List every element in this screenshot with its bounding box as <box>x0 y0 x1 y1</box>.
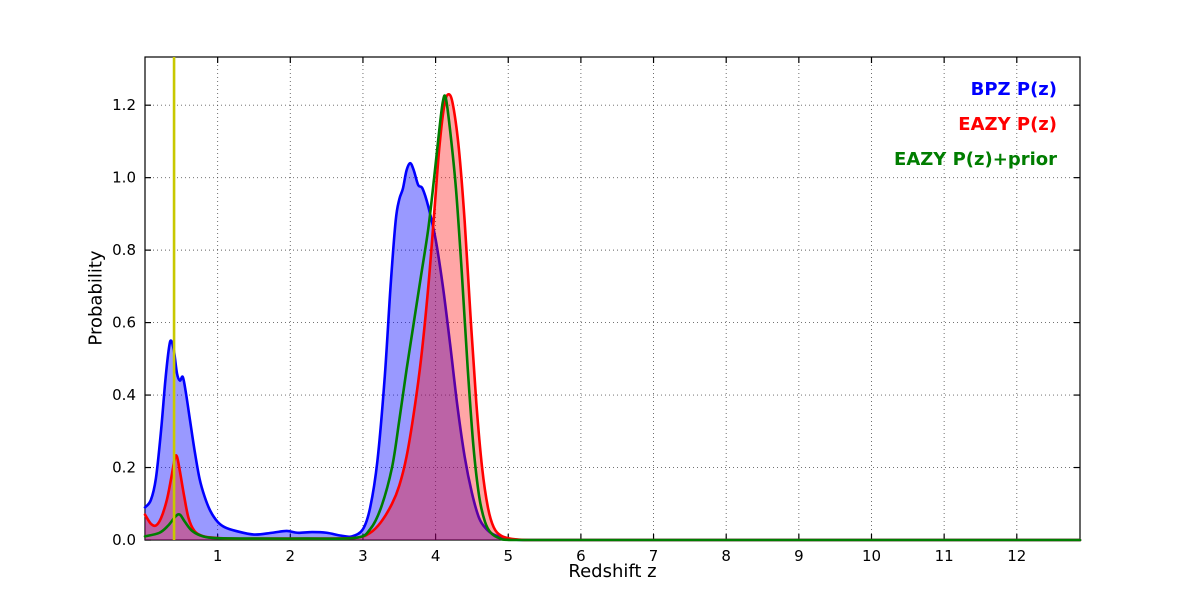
x-tick-label: 6 <box>576 547 586 565</box>
x-tick-label: 10 <box>862 547 881 565</box>
y-tick-label: 1.0 <box>112 169 136 187</box>
x-axis-label: Redshift z <box>568 561 657 582</box>
y-tick-label: 0.6 <box>112 314 136 332</box>
y-tick-label: 0.0 <box>112 531 136 549</box>
x-tick-label: 2 <box>286 547 296 565</box>
legend-item-eazy: EAZY P(z) <box>958 114 1057 135</box>
y-axis-label: Probability <box>85 250 107 346</box>
y-tick-label: 0.4 <box>112 386 136 404</box>
x-tick-label: 1 <box>213 547 223 565</box>
legend: BPZ P(z) EAZY P(z) EAZY P(z)+prior <box>894 72 1057 177</box>
x-tick-label: 9 <box>794 547 804 565</box>
eazy-curve <box>143 93 1082 542</box>
x-tick-label: 7 <box>649 547 659 565</box>
legend-item-bpz: BPZ P(z) <box>970 79 1057 100</box>
y-tick-label: 0.8 <box>112 241 136 259</box>
y-tick-label: 1.2 <box>112 96 136 114</box>
bpz-fill <box>145 163 1080 541</box>
x-tick-label: 5 <box>503 547 513 565</box>
x-tick-label: 11 <box>935 547 954 565</box>
y-tick-label: 0.2 <box>112 459 136 477</box>
x-tick-label: 12 <box>1007 547 1026 565</box>
bpz-curve <box>143 161 1082 542</box>
x-tick-label: 8 <box>721 547 731 565</box>
legend-item-eazy-prior: EAZY P(z)+prior <box>894 149 1057 170</box>
eazy-prior-curve <box>143 94 1082 542</box>
x-tick-label: 3 <box>358 547 368 565</box>
x-tick-label: 4 <box>431 547 441 565</box>
